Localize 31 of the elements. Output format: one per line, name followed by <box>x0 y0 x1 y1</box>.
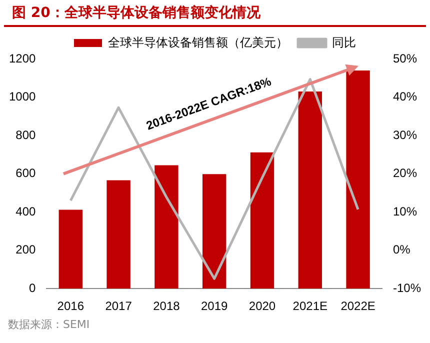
x-tick-label: 2017 <box>105 299 132 314</box>
x-tick-label: 2021E <box>292 299 328 314</box>
source-note: 数据来源：SEMI <box>7 317 91 332</box>
y2-tick-label: 50% <box>392 51 418 66</box>
x-tick-label: 2018 <box>153 299 180 314</box>
bar <box>154 165 178 289</box>
y-tick-label: 600 <box>16 166 36 180</box>
bar <box>106 180 130 289</box>
x-tick-label: 2022E <box>340 299 376 314</box>
bar <box>202 174 226 289</box>
chart-title: 图 20：全球半导体设备销售额变化情况 <box>4 0 426 27</box>
y-tick-label: 1200 <box>8 51 36 66</box>
bar <box>58 210 82 289</box>
y2-tick-label: -10% <box>392 280 422 295</box>
legend-label: 全球半导体设备销售额（亿美元） <box>108 35 288 50</box>
y2-tick-label: 20% <box>392 166 418 180</box>
y-tick-label: 0 <box>29 280 36 295</box>
x-tick-label: 2020 <box>248 299 276 314</box>
legend-label: 同比 <box>332 35 356 50</box>
y-tick-label: 1000 <box>8 90 36 104</box>
x-tick-label: 2016 <box>57 299 84 314</box>
y-tick-label: 800 <box>16 128 36 142</box>
bar <box>298 92 322 289</box>
y-tick-label: 400 <box>16 204 36 218</box>
y2-tick-label: 40% <box>392 90 418 104</box>
y2-tick-label: 30% <box>392 128 418 142</box>
y-tick-label: 200 <box>16 242 36 257</box>
y2-tick-label: 0% <box>392 242 411 257</box>
x-tick-label: 2019 <box>200 299 228 314</box>
bar <box>250 152 274 289</box>
y2-tick-label: 10% <box>392 204 418 218</box>
